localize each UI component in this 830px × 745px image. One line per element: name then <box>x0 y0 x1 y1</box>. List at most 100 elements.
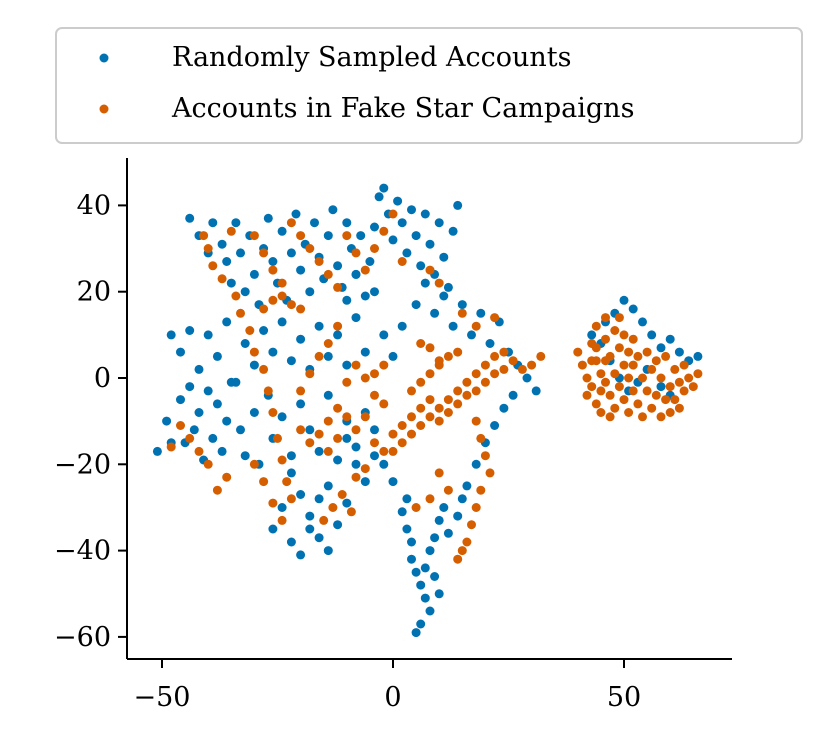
random-account-point <box>407 537 416 547</box>
random-account-point <box>249 269 259 279</box>
random-account-point <box>314 321 324 331</box>
fake-star-account-point <box>656 373 666 383</box>
random-account-point <box>434 589 444 599</box>
fake-star-account-point <box>379 446 389 456</box>
fake-star-account-point <box>434 416 444 426</box>
random-account-point <box>674 347 684 357</box>
legend: Randomly Sampled Accounts Accounts in Fa… <box>55 27 803 144</box>
random-account-point <box>388 477 398 487</box>
fake-star-account-point <box>370 369 379 379</box>
fake-star-account-point <box>212 485 222 495</box>
fake-star-account-point <box>425 395 435 405</box>
fake-star-account-point <box>208 261 218 271</box>
legend-label-fake: Accounts in Fake Star Campaigns <box>171 93 634 124</box>
random-account-point <box>231 377 241 387</box>
random-account-point <box>402 494 412 504</box>
fake-star-account-point <box>693 369 703 379</box>
fake-star-account-point <box>217 274 227 284</box>
random-account-point <box>263 213 273 223</box>
fake-star-account-point <box>268 408 278 417</box>
fake-star-account-point <box>619 395 629 405</box>
random-account-point <box>314 494 324 504</box>
fake-star-account-point <box>305 369 315 379</box>
fake-star-account-point <box>425 412 435 422</box>
random-account-point <box>152 446 162 456</box>
fake-star-account-point <box>471 503 481 512</box>
random-account-point <box>485 339 495 348</box>
random-account-point <box>305 287 315 297</box>
fake-star-account-point <box>665 408 675 417</box>
random-account-point <box>291 209 301 219</box>
fake-star-account-point <box>443 351 453 361</box>
random-account-point <box>286 356 296 366</box>
fake-star-account-point <box>610 369 620 379</box>
fake-star-account-point <box>351 425 361 435</box>
random-account-point <box>407 554 416 564</box>
random-account-point <box>277 412 287 422</box>
fake-star-account-point <box>273 433 282 443</box>
fake-star-account-point <box>351 360 361 370</box>
x-tick-label: 0 <box>384 682 401 713</box>
fake-star-account-point <box>462 537 472 547</box>
fake-star-account-point <box>337 490 347 499</box>
fake-star-account-point <box>605 412 615 422</box>
fake-star-account-point <box>328 503 338 512</box>
random-account-point <box>665 334 675 344</box>
random-account-point <box>420 209 430 219</box>
fake-star-account-point <box>651 356 661 366</box>
fake-star-account-point <box>425 343 435 353</box>
fake-star-account-point <box>596 386 606 396</box>
fake-star-account-point <box>471 386 481 396</box>
random-account-point <box>296 490 306 499</box>
random-account-point <box>351 442 361 452</box>
fake-star-account-point <box>425 494 435 504</box>
random-account-point <box>439 503 449 512</box>
fake-star-account-point <box>587 356 597 366</box>
fake-star-account-point <box>670 395 680 405</box>
random-account-point <box>388 235 398 245</box>
fake-star-account-point <box>684 373 694 383</box>
fake-star-account-point <box>480 451 490 461</box>
random-account-point <box>411 567 421 577</box>
random-account-point <box>439 291 449 301</box>
fake-star-account-point <box>628 386 638 396</box>
fake-star-account-point <box>226 226 236 236</box>
fake-star-account-point <box>443 395 453 405</box>
random-account-point <box>356 231 366 241</box>
fake-star-account-point <box>624 408 634 417</box>
random-account-point <box>286 248 296 258</box>
random-account-point <box>236 248 245 258</box>
fake-star-account-point <box>319 515 329 525</box>
random-account-point <box>323 390 333 400</box>
fake-star-account-point <box>286 218 296 228</box>
fake-star-account-point <box>476 433 486 443</box>
random-account-point <box>430 572 440 581</box>
fake-star-account-point <box>305 438 315 448</box>
random-account-point <box>416 580 426 590</box>
random-account-point <box>323 351 333 361</box>
random-account-point <box>314 446 324 456</box>
fake-star-account-point <box>425 265 435 275</box>
fake-star-account-point <box>480 377 490 387</box>
random-account-point <box>342 295 352 305</box>
fake-star-account-point <box>407 386 416 396</box>
fake-star-account-point <box>277 278 287 288</box>
fake-star-account-point <box>490 313 500 323</box>
random-account-point <box>388 351 398 361</box>
points-layer <box>152 183 703 638</box>
random-account-point <box>351 313 361 323</box>
random-account-point <box>296 265 306 275</box>
fake-star-account-point <box>342 412 352 422</box>
random-account-point <box>342 218 352 228</box>
fake-star-account-point <box>624 347 634 357</box>
fake-star-account-point <box>591 321 601 331</box>
fake-star-account-point <box>670 364 680 374</box>
fake-star-account-point <box>333 321 343 331</box>
y-tick-label: −20 <box>54 449 111 480</box>
random-account-point <box>194 364 204 374</box>
fake-star-account-point <box>638 412 647 422</box>
fake-star-account-point <box>605 390 615 400</box>
fake-star-account-point <box>416 339 426 348</box>
random-account-point <box>314 533 324 543</box>
fake-star-account-point <box>370 244 379 253</box>
